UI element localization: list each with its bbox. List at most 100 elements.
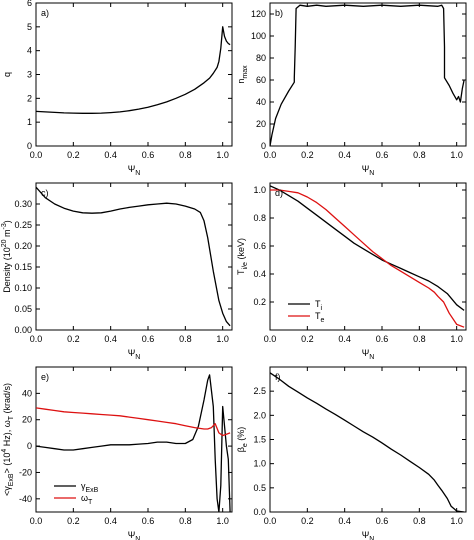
x-tick-label: 1.0 [450,334,463,344]
series-line-γExB [36,374,231,512]
x-axis-label: ΨN [362,164,375,177]
x-tick-label: 0.2 [301,334,314,344]
y-tick-label: 0.6 [253,241,266,251]
plot-frame [35,2,233,147]
y-tick-label: 2.5 [253,386,266,396]
series-line-1 [36,26,231,114]
x-tick-label: 0.0 [30,516,43,526]
x-tick-label: 0.2 [301,150,314,160]
x-axis-label: ΨN [362,348,375,361]
panel-label: e) [41,372,49,382]
y-tick-label: 1.5 [253,435,266,445]
x-tick-label: 1.0 [216,150,229,160]
x-tick-label: 0.2 [67,334,80,344]
plot-frame [35,366,233,513]
x-tick-label: 1.0 [450,150,463,160]
x-tick-label: 0.4 [104,334,117,344]
y-axis-label: q [2,72,12,77]
panel-label: b) [275,8,283,18]
y-tick-label: 2 [27,93,32,103]
y-tick-label: 1 [27,117,32,127]
y-tick-label: -40 [19,494,32,504]
y-axis-label: Ti/e (keV) [236,238,249,275]
y-tick-label: 1.0 [253,459,266,469]
x-tick-label: 0.8 [179,150,192,160]
plot-frame [269,366,467,513]
panel-label: a) [41,8,49,18]
x-tick-label: 0.6 [142,516,155,526]
x-tick-label: 0.8 [179,334,192,344]
panel-label: c) [41,188,49,198]
legend-label: Ti [315,299,323,312]
legend-label: Te [315,311,325,324]
y-tick-label: -20 [19,467,32,477]
panel-a: 0.0 0.2 0.4 0.6 0.8 1.0 0 1 2 3 4 5 6 a) ΨN q [2,0,233,177]
y-tick-label: 0.30 [14,199,32,209]
x-tick-label: 0.6 [376,150,389,160]
y-tick-label: 20 [256,119,266,129]
x-axis-label: ΨN [128,164,141,177]
x-tick-label: 0.6 [142,334,155,344]
y-tick-label: 0.15 [14,262,32,272]
y-tick-label: 3 [27,70,32,80]
x-tick-label: 0.0 [264,334,277,344]
x-tick-label: 0.4 [338,516,351,526]
y-tick-label: 2.0 [253,410,266,420]
x-axis-label: ΨN [128,530,141,540]
x-tick-label: 0.0 [264,516,277,526]
x-tick-label: 0.4 [338,150,351,160]
series-line-Ti [270,185,465,311]
panel-label: d) [275,188,283,198]
x-tick-label: 0.6 [376,334,389,344]
plot-frame [269,182,467,331]
x-tick-label: 0.4 [104,516,117,526]
y-tick-label: 4 [27,46,32,56]
panel-f: 0.0 0.2 0.4 0.6 0.8 1.0 0.0 0.5 1.0 1.5 2.0 2.5 f) ΨN… [236,366,467,540]
y-tick-label: 0.5 [253,483,266,493]
series-line-1 [36,186,231,327]
x-tick-label: 0.0 [30,334,43,344]
series-line-1 [270,372,465,512]
y-tick-label: 60 [256,75,266,85]
legend-label: ωT [81,493,93,506]
y-tick-label: 0 [27,141,32,151]
x-tick-label: 0.8 [413,516,426,526]
x-tick-label: 0.2 [67,150,80,160]
panel-label: f) [275,372,281,382]
y-tick-label: 120 [251,9,266,19]
x-tick-label: 0.2 [67,516,80,526]
x-tick-label: 0.2 [301,516,314,526]
x-tick-label: 0.6 [376,516,389,526]
y-tick-label: 0.2 [253,297,266,307]
legend-label: γExB [81,481,99,494]
x-tick-label: 0.4 [104,150,117,160]
x-tick-label: 0.8 [413,150,426,160]
x-tick-label: 1.0 [216,516,229,526]
x-axis-label: ΨN [362,530,375,540]
y-tick-label: 5 [27,22,32,32]
y-axis-label: Density (1020 m-3) [1,220,12,293]
y-tick-label: 80 [256,53,266,63]
panel-b: 0.0 0.2 0.4 0.6 0.8 1.0 0 20 40 60 80 100 120 b) ΨN nma… [236,2,467,177]
x-tick-label: 0.8 [413,334,426,344]
plot-frame [35,182,233,331]
y-axis-label: nmax [236,65,249,84]
series-line-1 [270,4,465,146]
x-axis-label: ΨN [128,348,141,361]
x-tick-label: 1.0 [450,516,463,526]
y-tick-label: 0.8 [253,213,266,223]
panel-d: 0.0 0.2 0.4 0.6 0.8 1.0 0.2 0.4 0.6 0.8 1.0 d) ΨN Ti/… [236,182,467,361]
y-tick-label: 6 [27,0,32,8]
panel-e: 0.0 0.2 0.4 0.6 0.8 1.0 -40 -20 0 20 40 e) ΨN <γExB> … [1,366,233,540]
y-tick-label: 0.4 [253,269,266,279]
y-tick-label: 0.05 [14,304,32,314]
x-tick-label: 1.0 [216,334,229,344]
y-tick-label: 20 [22,415,32,425]
y-tick-label: 0 [27,441,32,451]
y-tick-label: 0.0 [253,507,266,517]
series-line-Te [270,189,465,328]
y-tick-label: 40 [22,388,32,398]
panel-c: 0.0 0.2 0.4 0.6 0.8 1.0 0.00 0.05 0.10 0.15 0.20 0.… [1,182,233,361]
y-tick-label: 0.10 [14,283,32,293]
